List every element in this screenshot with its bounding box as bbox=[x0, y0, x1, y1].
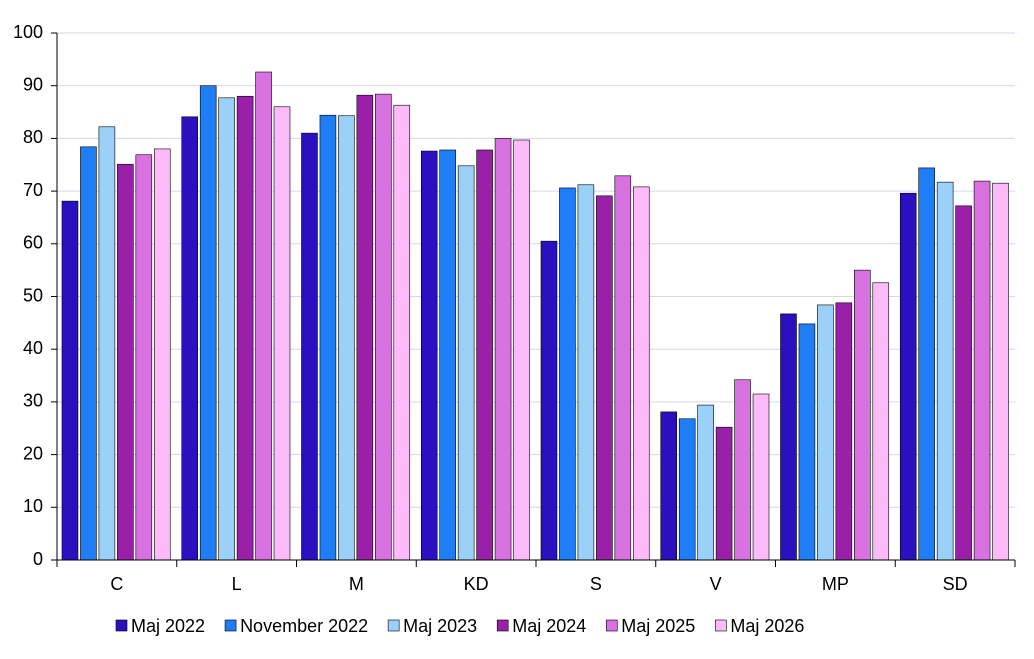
y-tick-label: 70 bbox=[23, 180, 43, 200]
bar bbox=[752, 393, 770, 561]
bar bbox=[135, 154, 153, 561]
bar bbox=[577, 184, 595, 561]
bar bbox=[734, 379, 751, 561]
legend-label: Maj 2024 bbox=[512, 616, 586, 636]
x-tick-label: C bbox=[110, 574, 123, 594]
y-tick-label: 10 bbox=[23, 496, 43, 516]
legend-swatch bbox=[496, 619, 509, 632]
bar bbox=[255, 71, 272, 561]
legend-label: Maj 2023 bbox=[403, 616, 477, 636]
bar bbox=[301, 132, 318, 561]
legend-label: November 2022 bbox=[240, 616, 368, 636]
bar bbox=[798, 323, 816, 561]
y-tick-label: 30 bbox=[23, 391, 43, 411]
x-tick-label: S bbox=[590, 574, 602, 594]
bar bbox=[715, 426, 733, 561]
bar bbox=[614, 175, 632, 561]
y-tick-label: 50 bbox=[23, 285, 43, 305]
y-tick-label: 0 bbox=[33, 549, 43, 569]
bar bbox=[936, 181, 954, 561]
x-tick-label: KD bbox=[464, 574, 489, 594]
y-tick-label: 20 bbox=[23, 443, 43, 463]
x-tick-label: M bbox=[349, 574, 364, 594]
bar bbox=[899, 192, 917, 561]
bar bbox=[181, 116, 199, 561]
bar bbox=[375, 93, 392, 561]
bar bbox=[540, 240, 558, 561]
bar bbox=[973, 180, 991, 561]
bar bbox=[817, 304, 834, 561]
bar bbox=[918, 167, 935, 561]
bar bbox=[596, 195, 613, 561]
legend-label: Maj 2025 bbox=[621, 616, 695, 636]
bar bbox=[236, 95, 254, 561]
x-tick-label: SD bbox=[943, 574, 968, 594]
bar bbox=[273, 106, 291, 561]
legend-swatch bbox=[605, 619, 618, 632]
x-tick-label: V bbox=[710, 574, 722, 594]
bar bbox=[117, 163, 134, 561]
y-tick-label: 60 bbox=[23, 233, 43, 253]
bar bbox=[955, 205, 972, 561]
bar bbox=[476, 149, 493, 561]
bar bbox=[678, 418, 696, 561]
bar bbox=[992, 182, 1009, 561]
bar bbox=[632, 186, 650, 561]
bar bbox=[98, 126, 116, 561]
bar bbox=[660, 411, 678, 561]
bar bbox=[393, 104, 411, 561]
x-tick-label: MP bbox=[822, 574, 849, 594]
legend-label: Maj 2026 bbox=[730, 616, 804, 636]
bar bbox=[872, 282, 890, 561]
bar bbox=[61, 200, 79, 561]
bar bbox=[494, 138, 512, 561]
bar bbox=[153, 148, 171, 561]
bar bbox=[780, 313, 797, 561]
legend-label: Maj 2022 bbox=[131, 616, 205, 636]
bar bbox=[697, 404, 714, 561]
bar bbox=[338, 115, 355, 561]
bar bbox=[319, 114, 337, 561]
bar bbox=[457, 165, 475, 561]
bar bbox=[420, 150, 438, 561]
bar bbox=[559, 187, 576, 561]
legend-swatch bbox=[115, 619, 128, 632]
legend-swatch bbox=[387, 619, 400, 632]
y-tick-label: 100 bbox=[13, 22, 43, 42]
bar bbox=[356, 94, 374, 561]
bar bbox=[199, 85, 217, 561]
bar bbox=[218, 97, 235, 561]
bar bbox=[80, 146, 97, 561]
y-tick-label: 40 bbox=[23, 338, 43, 358]
y-tick-label: 90 bbox=[23, 74, 43, 94]
x-tick-label: L bbox=[232, 574, 242, 594]
legend-swatch bbox=[224, 619, 237, 632]
bar bbox=[835, 302, 853, 561]
y-tick-label: 80 bbox=[23, 127, 43, 147]
legend-swatch bbox=[715, 619, 727, 632]
bar bbox=[439, 149, 456, 561]
bar bbox=[854, 269, 871, 561]
bar bbox=[513, 139, 530, 561]
